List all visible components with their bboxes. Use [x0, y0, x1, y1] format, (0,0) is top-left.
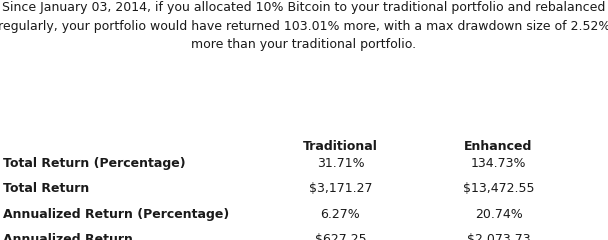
- Text: $13,472.55: $13,472.55: [463, 182, 534, 195]
- Text: 20.74%: 20.74%: [475, 208, 522, 221]
- Text: Annualized Return (Percentage): Annualized Return (Percentage): [3, 208, 229, 221]
- Text: 134.73%: 134.73%: [471, 157, 527, 170]
- Text: Total Return: Total Return: [3, 182, 89, 195]
- Text: Total Return (Percentage): Total Return (Percentage): [3, 157, 185, 170]
- Text: Traditional: Traditional: [303, 140, 378, 153]
- Text: $2,073.73: $2,073.73: [467, 233, 530, 240]
- Text: Since January 03, 2014, if you allocated 10% Bitcoin to your traditional portfol: Since January 03, 2014, if you allocated…: [0, 1, 608, 51]
- Text: $3,171.27: $3,171.27: [309, 182, 372, 195]
- Text: 6.27%: 6.27%: [320, 208, 361, 221]
- Text: Enhanced: Enhanced: [465, 140, 533, 153]
- Text: $627.25: $627.25: [315, 233, 366, 240]
- Text: Annualized Return: Annualized Return: [3, 233, 133, 240]
- Text: 31.71%: 31.71%: [317, 157, 364, 170]
